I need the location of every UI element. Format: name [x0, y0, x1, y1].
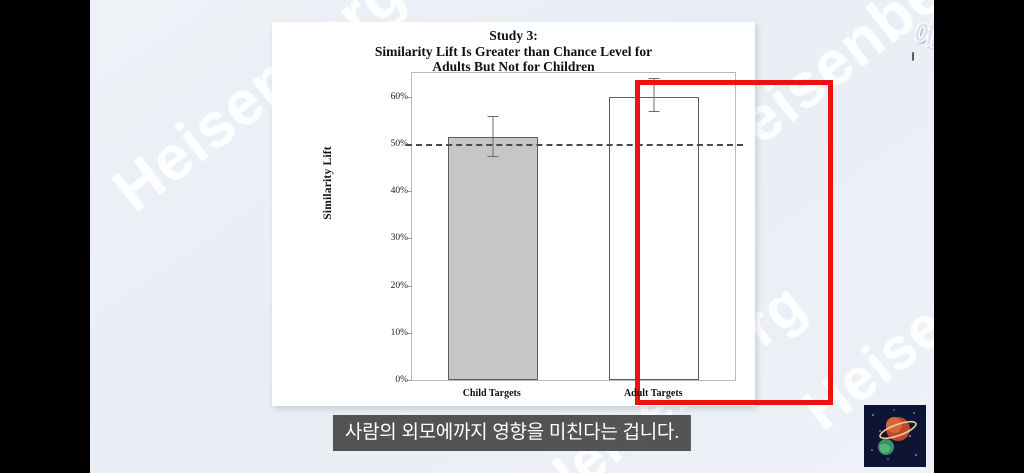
error-bar-cap: [487, 155, 499, 157]
plot-area: 0% 10% 20% 30% 40% 50% 60%: [391, 72, 743, 385]
error-bar-cap: [648, 110, 660, 112]
highlight-box: [635, 80, 833, 405]
channel-logo-text: 에스오디: [912, 20, 934, 50]
y-axis-tick-label: 50%: [390, 138, 408, 149]
y-axis-tick-label: 40%: [390, 186, 408, 197]
slide-background: Heisenberg Heisenberg Heisenberg Heisenb…: [90, 0, 934, 473]
slide-card: Study 3: Similarity Lift Is Greater than…: [272, 22, 833, 406]
bar-adult-targets: [609, 96, 700, 380]
y-axis-tick: [408, 238, 412, 240]
chance-level-reference-line: [406, 143, 743, 146]
y-axis-tick-label: 60%: [390, 91, 408, 102]
error-bar-cap: [648, 77, 660, 79]
y-axis-tick-label: 30%: [390, 233, 408, 244]
chart-title-line: Adults But Not for Children: [432, 59, 595, 74]
error-bar: [492, 115, 494, 156]
subtitle-caption: 사람의 외모에까지 영향을 미친다는 겁니다.: [332, 415, 692, 451]
channel-logo-underline: [912, 52, 914, 61]
y-axis-tick-label: 0%: [395, 375, 408, 385]
y-axis-tick-label: 10%: [390, 327, 408, 338]
y-axis-tick: [408, 96, 412, 98]
y-axis-tick: [408, 332, 412, 334]
chart-title-line: Study 3:: [489, 28, 538, 43]
error-bar-cap: [487, 115, 499, 117]
x-axis-tick-label: Child Targets: [462, 388, 521, 399]
y-axis-label: Similarity Lift: [322, 146, 334, 220]
channel-logo: 에스오디: [912, 20, 934, 62]
error-bar: [653, 77, 655, 111]
y-axis-tick: [408, 285, 412, 287]
chart-title: Study 3: Similarity Lift Is Greater than…: [272, 22, 755, 75]
bar-child-targets: [447, 136, 538, 380]
y-axis-tick: [408, 380, 412, 381]
x-axis-tick-label: Adult Targets: [623, 388, 683, 399]
y-axis-tick-label: 20%: [390, 280, 408, 291]
chart-title-line: Similarity Lift Is Greater than Chance L…: [374, 43, 653, 59]
chart: Similarity Lift 0% 10% 20% 30% 40% 50% 60% Chi…: [272, 22, 833, 406]
y-axis-tick: [408, 191, 412, 193]
planet-saturn-icon: [864, 405, 926, 467]
